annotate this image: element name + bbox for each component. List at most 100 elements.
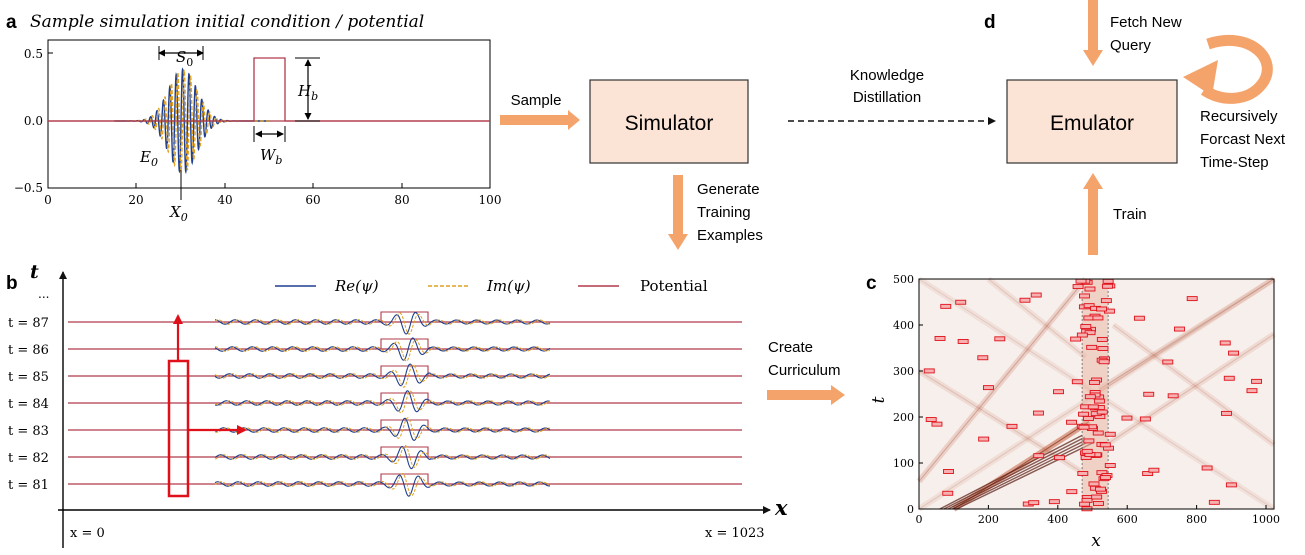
- sample-label: Sample: [511, 92, 562, 109]
- sample-arrow: [500, 110, 580, 130]
- panel-c-ytick: 500: [893, 273, 914, 286]
- x0-label: X0: [169, 203, 188, 224]
- generate-label-line3: Examples: [697, 227, 763, 244]
- query-marker: [1144, 392, 1154, 396]
- panel-c-xtick: 600: [1117, 513, 1138, 526]
- query-marker: [941, 304, 951, 308]
- recursive-label-line3: Time-Step: [1200, 154, 1269, 171]
- query-marker: [1087, 345, 1097, 349]
- query-marker: [1224, 376, 1234, 380]
- query-marker: [1071, 337, 1081, 341]
- emulator-label: Emulator: [1050, 112, 1134, 135]
- query-marker: [1084, 439, 1094, 443]
- panel-a-xtick: 60: [305, 193, 320, 207]
- query-marker: [1079, 294, 1089, 298]
- curriculum-arrow: [767, 385, 845, 405]
- query-marker: [1096, 487, 1106, 491]
- simulator-label: Simulator: [625, 112, 714, 135]
- query-marker: [1007, 424, 1017, 428]
- panel-a-ytick: −0.5: [14, 181, 43, 195]
- query-marker: [1020, 298, 1030, 302]
- panel-b-row-label: t = 87: [8, 316, 49, 331]
- query-marker: [1097, 410, 1107, 414]
- query-marker: [1187, 297, 1197, 301]
- panel-a-xtick: 80: [394, 193, 409, 207]
- panel-a-x-ticks: 0 20 40 60 80 100: [44, 183, 501, 207]
- hb-label: Hb: [297, 82, 318, 103]
- panel-b-row-potential: [68, 312, 742, 322]
- generate-arrow: [668, 175, 688, 250]
- query-marker: [995, 337, 1005, 341]
- query-marker: [1093, 316, 1103, 320]
- panel-c-ytick: 100: [893, 457, 914, 470]
- panel-b-row-re-wave: [215, 364, 550, 386]
- query-marker: [1229, 351, 1239, 355]
- panel-c-xtick: 1000: [1252, 513, 1280, 526]
- query-marker: [1082, 449, 1092, 453]
- panel-a-xtick: 100: [479, 193, 502, 207]
- query-marker: [1088, 405, 1098, 409]
- query-marker: [1140, 417, 1150, 421]
- query-marker: [1163, 360, 1173, 364]
- query-marker: [1079, 425, 1089, 429]
- panel-c-ytick: 400: [893, 319, 914, 332]
- panel-b-row-label: t = 85: [8, 370, 49, 385]
- context-window-box: [169, 361, 188, 496]
- panel-b-legend: Re(ψ) Im(ψ) Potential: [275, 277, 708, 295]
- query-marker: [1067, 420, 1077, 424]
- query-marker: [1029, 501, 1039, 505]
- query-marker: [1093, 431, 1103, 435]
- query-marker: [1055, 456, 1065, 460]
- query-marker: [1220, 341, 1230, 345]
- query-marker: [1033, 411, 1043, 415]
- legend-re-label: Re(ψ): [334, 277, 379, 295]
- panel-c-ylabel: t: [869, 396, 889, 403]
- panel-b-x-start: x = 0: [70, 526, 105, 541]
- query-marker: [1097, 337, 1107, 341]
- distillation-label-line2: Distillation: [853, 89, 921, 106]
- query-marker: [983, 386, 993, 390]
- query-marker: [1079, 412, 1089, 416]
- panel-b-row-im-wave: [215, 391, 550, 413]
- recursive-arrowhead: [1183, 60, 1218, 96]
- panel-b-t-label: t: [30, 261, 39, 283]
- query-marker: [1209, 500, 1219, 504]
- query-marker: [1134, 316, 1144, 320]
- panel-b-time-rows: t = 87 t = 86 t = 85 t = 84 t = 83 t = 82 t = …: [8, 312, 742, 496]
- wb-label: Wb: [260, 146, 282, 167]
- query-marker: [1202, 466, 1212, 470]
- distillation-label-line1: Knowledge: [850, 67, 924, 84]
- panel-c-xtick: 200: [978, 513, 999, 526]
- query-marker: [1085, 287, 1095, 291]
- query-marker: [1098, 347, 1108, 351]
- query-marker: [1149, 468, 1159, 472]
- panel-a-y-ticks: 0.5 0.0 −0.5: [14, 47, 53, 195]
- query-marker: [1049, 500, 1059, 504]
- query-marker: [944, 469, 954, 473]
- query-marker: [1252, 379, 1262, 383]
- fetch-label-line1: Fetch New: [1110, 14, 1182, 31]
- e0-label: E0: [139, 148, 158, 169]
- panel-c-xtick: 800: [1186, 513, 1207, 526]
- query-marker: [1093, 501, 1103, 505]
- panel-c-ytick: 0: [907, 503, 914, 516]
- query-marker: [1054, 390, 1064, 394]
- query-marker: [1101, 299, 1111, 303]
- query-marker: [1097, 307, 1107, 311]
- query-marker: [1094, 399, 1104, 403]
- panel-a-title: Sample simulation initial condition / po…: [30, 12, 424, 32]
- query-marker: [943, 491, 953, 495]
- curriculum-label-line2: Curriculum: [768, 362, 841, 379]
- query-marker: [1077, 333, 1087, 337]
- query-marker: [1100, 443, 1110, 447]
- panel-b-x-end: x = 1023: [705, 526, 765, 541]
- train-label: Train: [1113, 206, 1147, 223]
- panel-b-row-re-wave: [215, 475, 550, 496]
- query-marker: [958, 339, 968, 343]
- panel-b-row-re-wave: [215, 391, 550, 412]
- query-marker: [1105, 463, 1115, 467]
- query-marker: [1072, 380, 1082, 384]
- query-marker: [1084, 316, 1094, 320]
- panel-a: a Sample simulation initial condition / …: [6, 12, 501, 224]
